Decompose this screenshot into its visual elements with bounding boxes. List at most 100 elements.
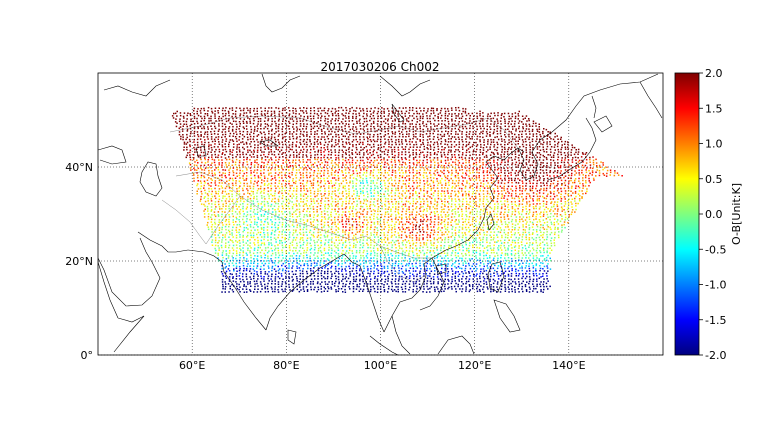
obs-point <box>349 262 351 265</box>
obs-point <box>342 187 344 189</box>
obs-point <box>475 220 477 223</box>
obs-point <box>284 172 287 174</box>
obs-point <box>344 169 347 171</box>
obs-point <box>419 231 422 233</box>
obs-point <box>376 280 379 282</box>
obs-point <box>342 285 344 288</box>
obs-point <box>313 259 315 262</box>
obs-point <box>508 192 510 194</box>
obs-point <box>497 167 500 170</box>
obs-point <box>496 197 499 200</box>
obs-point <box>496 236 499 238</box>
obs-point <box>546 265 548 267</box>
obs-point <box>517 232 520 234</box>
obs-point <box>405 250 408 252</box>
obs-point <box>409 272 411 274</box>
obs-point <box>330 180 332 182</box>
obs-point <box>384 197 387 200</box>
obs-point <box>574 192 577 194</box>
obs-point <box>345 260 348 262</box>
obs-point <box>543 247 545 250</box>
obs-point <box>345 196 348 198</box>
obs-point <box>500 167 502 169</box>
obs-point <box>521 252 523 254</box>
obs-point <box>334 275 337 277</box>
obs-point <box>224 272 227 274</box>
obs-point <box>455 169 457 172</box>
obs-point <box>207 213 210 215</box>
obs-point <box>529 172 532 174</box>
obs-point <box>369 275 371 277</box>
obs-point <box>225 277 228 279</box>
obs-point <box>447 249 449 252</box>
obs-point <box>384 275 386 277</box>
obs-point <box>419 203 422 206</box>
obs-point <box>461 213 464 215</box>
obs-point <box>267 275 270 277</box>
obs-point <box>479 166 481 169</box>
obs-point <box>218 232 221 234</box>
obs-point <box>447 287 449 290</box>
obs-point <box>295 257 298 260</box>
obs-point <box>415 265 417 268</box>
obs-point <box>310 184 313 187</box>
obs-point <box>528 270 531 272</box>
obs-point <box>515 187 518 190</box>
obs-point <box>517 269 520 272</box>
obs-point <box>465 214 467 216</box>
obs-point <box>331 223 333 225</box>
obs-point <box>334 166 336 169</box>
obs-point <box>309 205 311 207</box>
obs-point <box>214 215 217 218</box>
obs-point <box>247 244 249 246</box>
obs-point <box>526 192 528 195</box>
obs-point <box>317 272 319 275</box>
obs-point <box>238 229 241 231</box>
obs-point <box>453 238 456 241</box>
obs-point <box>309 257 311 260</box>
obs-point <box>490 219 493 221</box>
obs-point <box>528 224 530 226</box>
obs-point <box>483 177 485 180</box>
obs-point <box>487 267 489 269</box>
obs-point <box>472 285 474 288</box>
obs-point <box>277 174 280 176</box>
obs-point <box>299 241 301 244</box>
obs-point <box>324 267 326 269</box>
obs-point <box>549 195 552 198</box>
obs-point <box>193 174 195 176</box>
obs-point <box>327 263 330 265</box>
obs-point <box>430 229 433 231</box>
obs-point <box>249 242 252 244</box>
obs-point <box>404 273 406 276</box>
obs-point <box>239 213 241 215</box>
obs-point <box>441 177 443 180</box>
obs-point <box>437 174 440 176</box>
obs-point <box>317 249 320 252</box>
obs-point <box>560 170 562 172</box>
obs-point <box>482 171 485 174</box>
obs-point <box>549 285 551 288</box>
obs-point <box>517 250 520 252</box>
obs-point <box>430 200 432 203</box>
obs-point <box>483 278 486 280</box>
obs-point <box>432 264 435 267</box>
obs-point <box>426 255 428 258</box>
obs-point <box>510 275 513 277</box>
obs-point <box>334 272 336 275</box>
obs-point <box>459 257 461 259</box>
obs-point <box>397 219 399 221</box>
obs-point <box>309 259 311 262</box>
obs-point <box>497 203 499 205</box>
obs-point <box>295 193 298 195</box>
obs-point <box>232 219 234 221</box>
obs-point <box>397 254 400 257</box>
obs-point <box>278 268 281 270</box>
obs-point <box>475 201 477 203</box>
obs-point <box>521 238 524 241</box>
obs-point <box>284 180 287 182</box>
obs-point <box>225 219 228 221</box>
obs-point <box>352 267 354 270</box>
obs-point <box>418 213 420 215</box>
obs-point <box>521 180 524 182</box>
